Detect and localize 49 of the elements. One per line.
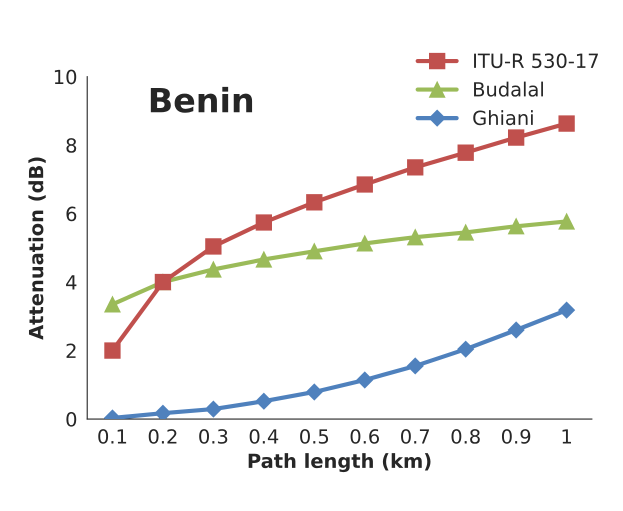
point: [458, 224, 474, 241]
y-axis-title: Attenuation (dB): [28, 157, 46, 340]
y-tick-label: 10: [54, 70, 76, 84]
point: [356, 176, 373, 193]
y-tick-label: 6: [66, 206, 76, 222]
point: [306, 194, 322, 210]
y-tick-label: 2: [66, 344, 76, 358]
x-tick-label: 0.7: [401, 429, 430, 444]
x-tick-label: 0.3: [199, 429, 228, 444]
point: [457, 340, 474, 358]
point: [154, 404, 172, 420]
y-tick-label: 4: [66, 275, 76, 290]
point: [104, 296, 121, 312]
legend-label: Budalal: [474, 82, 543, 97]
x-tick-label: 0.1: [98, 429, 126, 444]
point: [205, 261, 222, 278]
x-tick-label: 0.8: [452, 429, 480, 444]
point: [558, 115, 575, 132]
point: [255, 392, 272, 410]
x-tick-label: 0.6: [350, 429, 380, 444]
point: [558, 213, 575, 230]
point: [458, 144, 474, 161]
point: [508, 129, 524, 146]
x-axis-title: Path length (km): [248, 453, 430, 472]
point: [558, 302, 575, 319]
point: [205, 238, 222, 255]
x-tick-label: 1: [562, 429, 572, 444]
point: [306, 243, 322, 260]
point: [508, 218, 524, 234]
point: [508, 322, 525, 338]
y-tick-label: 0: [66, 412, 76, 427]
legend-label: ITU-R 530-17: [474, 53, 598, 68]
y-tick-label: 8: [66, 138, 76, 153]
point: [104, 342, 121, 359]
x-tick-label: 0.9: [502, 429, 530, 444]
point: [205, 400, 222, 418]
point: [406, 358, 424, 374]
point: [256, 251, 272, 268]
chart-title: Benin: [150, 86, 252, 113]
point: [356, 372, 374, 388]
point: [407, 159, 424, 176]
x-tick-label: 0.4: [250, 429, 278, 444]
point: [356, 235, 373, 252]
point: [256, 214, 272, 231]
x-tick-label: 0.5: [300, 429, 328, 444]
legend-label: Ghiani: [473, 110, 533, 126]
point: [407, 229, 424, 246]
x-tick-label: 0.2: [148, 429, 176, 444]
point: [306, 384, 323, 400]
